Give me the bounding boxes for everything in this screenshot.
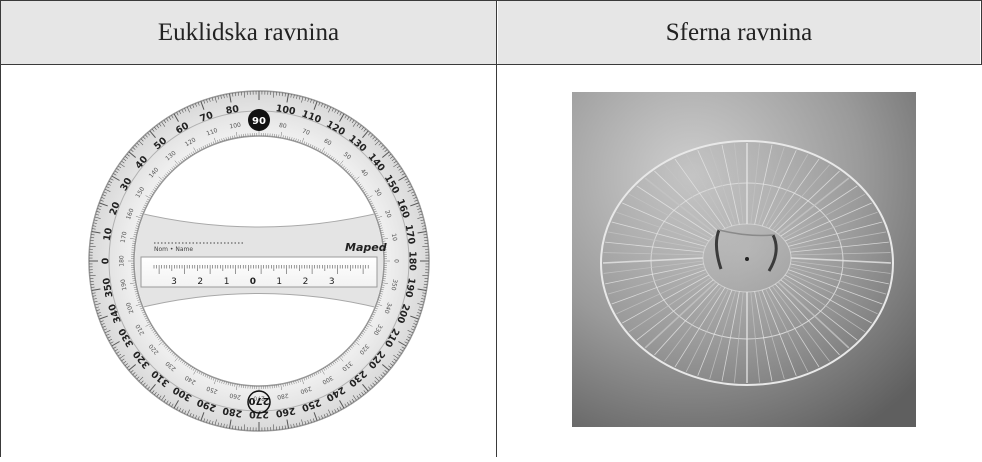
outer-degree-label: 10 xyxy=(102,227,115,242)
inner-degree-label: 80 xyxy=(278,122,287,130)
outer-degree-label: 180 xyxy=(407,251,418,271)
outer-degree-label: 80 xyxy=(225,104,240,117)
ruler-number: 0 xyxy=(250,277,256,287)
outer-degree-label: 0 xyxy=(101,257,112,264)
table-border-top xyxy=(0,0,982,1)
ruler-number: 2 xyxy=(303,277,309,287)
badge-90-label: 90 xyxy=(252,116,266,127)
inner-degree-label: 0 xyxy=(393,259,400,263)
ruler-number: 1 xyxy=(276,277,282,287)
header-euclidean-label: Euklidska ravnina xyxy=(158,19,339,47)
inner-degree-label: 10 xyxy=(390,233,398,242)
header-spherical: Sferna ravnina xyxy=(498,1,980,64)
ruler-number: 2 xyxy=(197,277,203,287)
inner-degree-label: 180 xyxy=(119,255,126,267)
spherical-cell xyxy=(497,65,981,457)
name-field-label: Nom • Name xyxy=(154,246,193,253)
maped-logo: Maped xyxy=(345,241,387,254)
ruler-number: 3 xyxy=(171,277,177,287)
header-spherical-label: Sferna ravnina xyxy=(666,19,812,47)
inner-degree-label: 270 xyxy=(253,395,265,402)
header-euclidean: Euklidska ravnina xyxy=(1,1,496,64)
ruler-number: 1 xyxy=(224,277,230,287)
spherical-protractor-photo xyxy=(497,65,981,457)
ruler-number: 3 xyxy=(329,277,335,287)
